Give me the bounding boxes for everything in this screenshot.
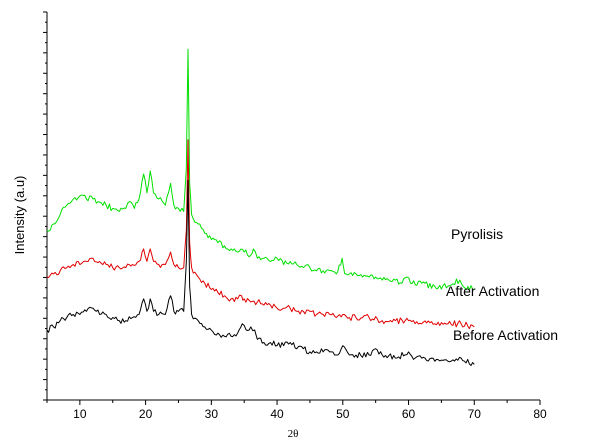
x-tick-label: 20	[139, 407, 153, 421]
series-label-after-activation: After Activation	[446, 283, 539, 299]
y-axis-title: Intensity (a.u)	[12, 176, 27, 255]
series-lines	[46, 48, 475, 367]
x-tick-label: 10	[73, 407, 87, 421]
x-tick-label: 30	[205, 407, 219, 421]
x-tick-label: 50	[336, 407, 350, 421]
series-line-pyrolisis	[46, 48, 475, 291]
series-label-pyrolisis: Pyrolisis	[451, 226, 503, 242]
x-axis-title: 2θ	[288, 428, 299, 440]
x-tick-label: 60	[402, 407, 416, 421]
series-label-before-activation: Before Activation	[453, 327, 558, 343]
series-line-before-activation	[46, 179, 475, 367]
x-tick-label: 70	[468, 407, 482, 421]
x-axis-ticks: 10 20 30 40 50 60 70 80	[46, 400, 547, 421]
series-line-after-activation	[46, 139, 475, 330]
x-tick-label: 80	[533, 407, 547, 421]
y-axis-ticks	[43, 11, 47, 401]
x-tick-label: 40	[270, 407, 284, 421]
